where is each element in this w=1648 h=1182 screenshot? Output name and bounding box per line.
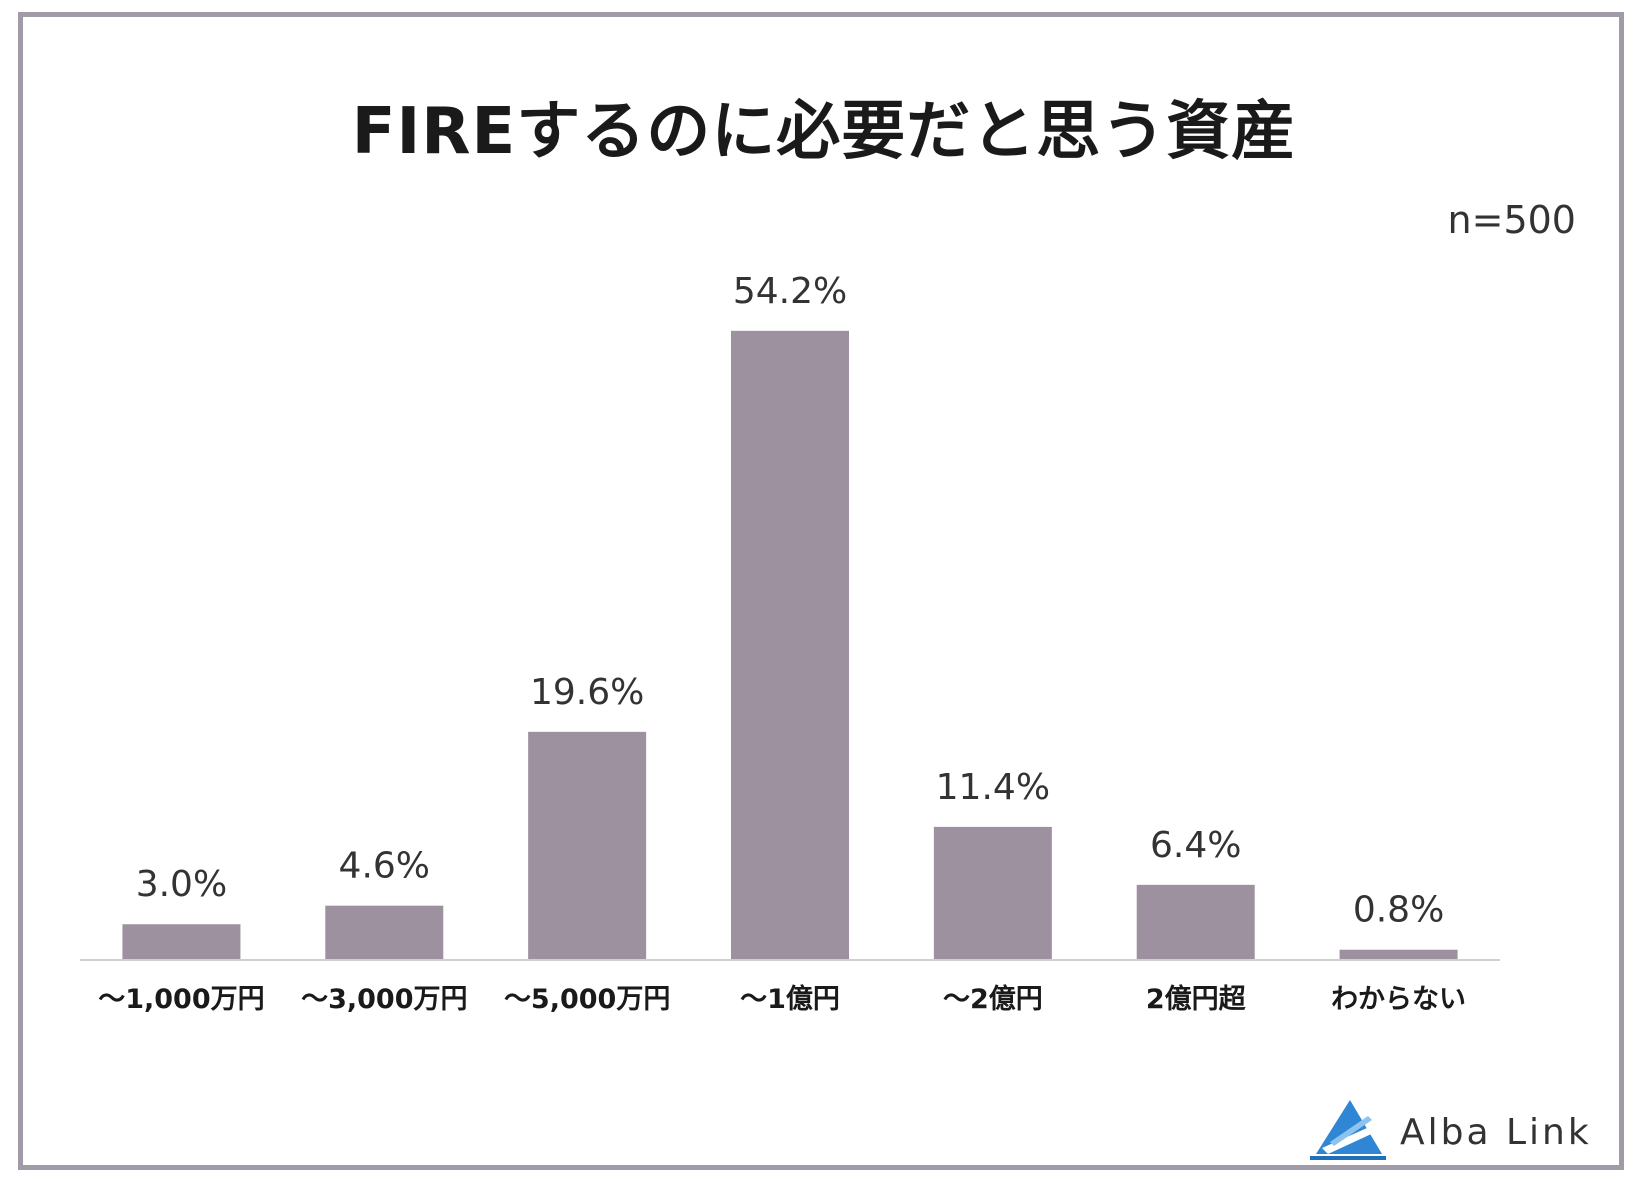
logo-text: Alba Link	[1400, 1112, 1592, 1153]
alba-link-logo-icon	[1310, 1100, 1386, 1160]
category-label-4: ～1億円	[740, 984, 840, 1015]
chart-title: FIREするのに必要だと思う資産	[351, 95, 1297, 169]
value-label-7: 0.8%	[1353, 890, 1444, 931]
category-label-group: ～1,000万円 ～3,000万円 ～5,000万円 ～1億円 ～2億円 2億円超 わからな…	[98, 984, 1466, 1015]
bar-6	[1136, 884, 1255, 959]
bar-group	[122, 330, 1458, 959]
bar-1	[122, 924, 241, 959]
value-label-4: 54.2%	[733, 271, 847, 312]
value-label-6: 6.4%	[1150, 825, 1241, 866]
category-label-1: ～1,000万円	[98, 984, 264, 1015]
value-label-1: 3.0%	[136, 864, 227, 905]
bar-7	[1339, 949, 1458, 959]
bar-2	[325, 905, 444, 959]
bar-5	[933, 826, 1052, 959]
value-label-3: 19.6%	[530, 672, 644, 713]
category-label-3: ～5,000万円	[504, 984, 670, 1015]
alba-link-logo: Alba Link	[1310, 1098, 1610, 1160]
bar-3	[528, 731, 647, 959]
value-label-2: 4.6%	[339, 846, 430, 887]
value-label-5: 11.4%	[936, 767, 1050, 808]
category-label-5: ～2億円	[943, 984, 1043, 1015]
bar-4	[731, 330, 849, 959]
category-label-7: わからない	[1331, 984, 1466, 1015]
value-label-group: 3.0% 4.6% 19.6% 54.2% 11.4% 6.4% 0.8%	[136, 271, 1445, 931]
category-label-2: ～3,000万円	[301, 984, 467, 1015]
category-label-6: 2億円超	[1146, 984, 1247, 1015]
sample-size-label: n=500	[1447, 198, 1576, 242]
